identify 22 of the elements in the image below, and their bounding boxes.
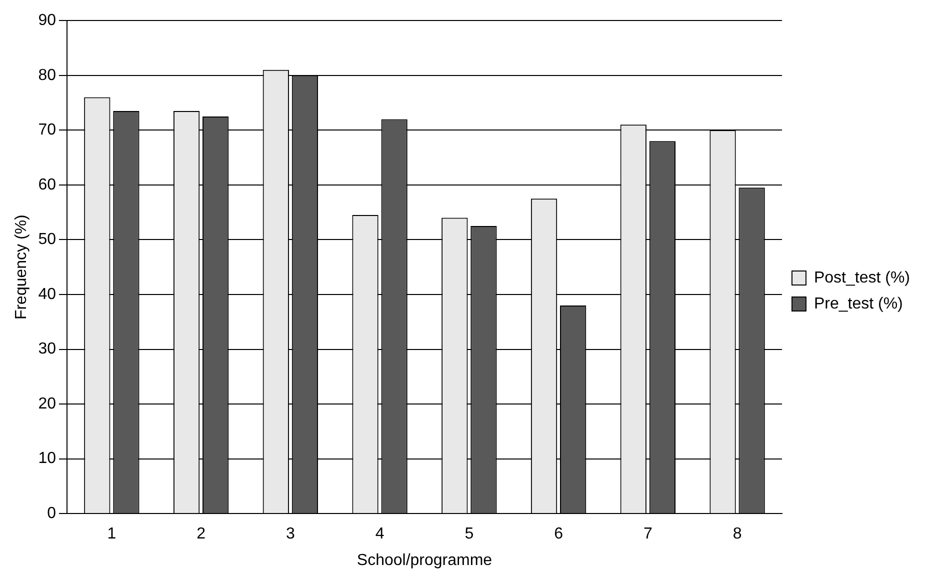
x-tick-label: 1: [107, 526, 116, 543]
x-tick-label: 8: [732, 526, 742, 543]
x-tick-label: 3: [286, 526, 295, 543]
legend-label: Post_test (%): [814, 269, 910, 286]
y-tick-label: 60: [38, 176, 56, 194]
y-tick-label: 10: [38, 450, 56, 468]
y-tick-label: 30: [38, 340, 56, 358]
y-tick-label: 40: [38, 286, 56, 303]
y-tick-label: 50: [38, 231, 56, 248]
x-axis-title: School/programme: [356, 552, 492, 569]
y-axis-title: Frequency (%): [13, 214, 30, 320]
x-tick-label: 5: [464, 526, 474, 543]
x-tick-label: 6: [554, 526, 564, 543]
x-tick-label: 4: [375, 526, 384, 543]
legend-label: Pre_test (%): [814, 295, 903, 312]
y-tick-label: 80: [38, 66, 56, 84]
y-tick-label: 90: [38, 12, 56, 30]
y-tick-label: 20: [38, 395, 56, 412]
y-tick-label: 0: [47, 505, 56, 522]
y-tick-label: 70: [38, 122, 56, 139]
x-tick-label: 2: [196, 526, 206, 543]
x-tick-label: 7: [643, 526, 652, 543]
